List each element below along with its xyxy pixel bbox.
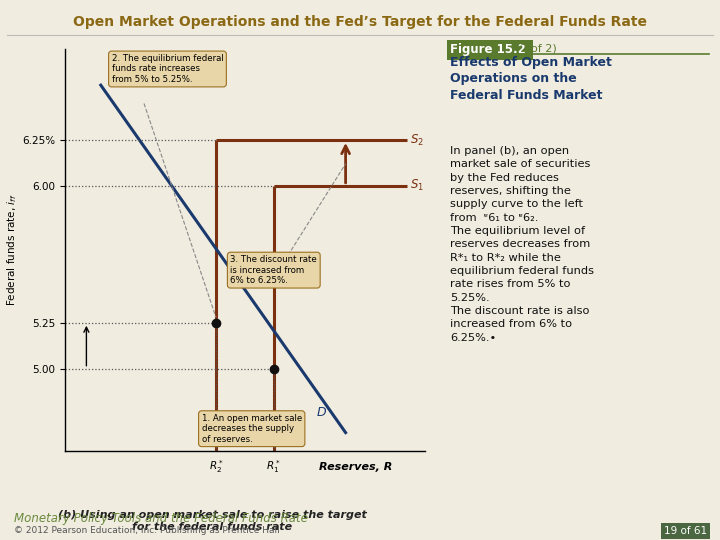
Text: Reserves, R: Reserves, R bbox=[319, 462, 392, 472]
Text: © 2012 Pearson Education, Inc. Publishing as Prentice Hall: © 2012 Pearson Education, Inc. Publishin… bbox=[14, 525, 280, 535]
Text: Effects of Open Market
Operations on the
Federal Funds Market: Effects of Open Market Operations on the… bbox=[450, 56, 612, 102]
Text: $S_1$: $S_1$ bbox=[410, 178, 424, 193]
Text: (2 of 2): (2 of 2) bbox=[516, 43, 557, 53]
Text: 2. The equilibrium federal
funds rate increases
from 5% to 5.25%.: 2. The equilibrium federal funds rate in… bbox=[112, 54, 223, 84]
Text: (b) Using an open market sale to raise the target
for the federal funds rate: (b) Using an open market sale to raise t… bbox=[58, 510, 366, 532]
Text: $R_2^*$: $R_2^*$ bbox=[209, 458, 223, 475]
Text: 19 of 61: 19 of 61 bbox=[664, 525, 707, 536]
Text: $R_1^*$: $R_1^*$ bbox=[266, 458, 281, 475]
Text: $S_2$: $S_2$ bbox=[410, 132, 424, 147]
Text: D: D bbox=[317, 406, 326, 419]
Y-axis label: Federal funds rate, $i_{ff}$: Federal funds rate, $i_{ff}$ bbox=[5, 193, 19, 306]
Text: Figure 15.2: Figure 15.2 bbox=[450, 43, 530, 56]
Text: 3. The discount rate
is increased from
6% to 6.25%.: 3. The discount rate is increased from 6… bbox=[230, 255, 317, 285]
Text: Monetary Policy Tools and the Federal Funds Rate: Monetary Policy Tools and the Federal Fu… bbox=[14, 512, 308, 525]
Text: In panel (b), an open
market sale of securities
by the Fed reduces
reserves, shi: In panel (b), an open market sale of sec… bbox=[450, 146, 594, 343]
Text: 1. An open market sale
decreases the supply
of reserves.: 1. An open market sale decreases the sup… bbox=[202, 414, 302, 443]
Text: Open Market Operations and the Fed’s Target for the Federal Funds Rate: Open Market Operations and the Fed’s Tar… bbox=[73, 15, 647, 29]
